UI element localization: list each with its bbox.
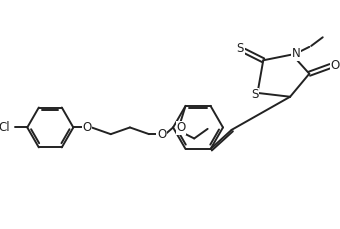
- Text: O: O: [82, 121, 91, 134]
- Text: Cl: Cl: [0, 121, 10, 134]
- Text: S: S: [251, 88, 258, 101]
- Text: S: S: [237, 42, 244, 55]
- Text: O: O: [330, 59, 340, 72]
- Text: O: O: [157, 128, 166, 141]
- Text: N: N: [291, 47, 300, 60]
- Text: O: O: [176, 121, 185, 134]
